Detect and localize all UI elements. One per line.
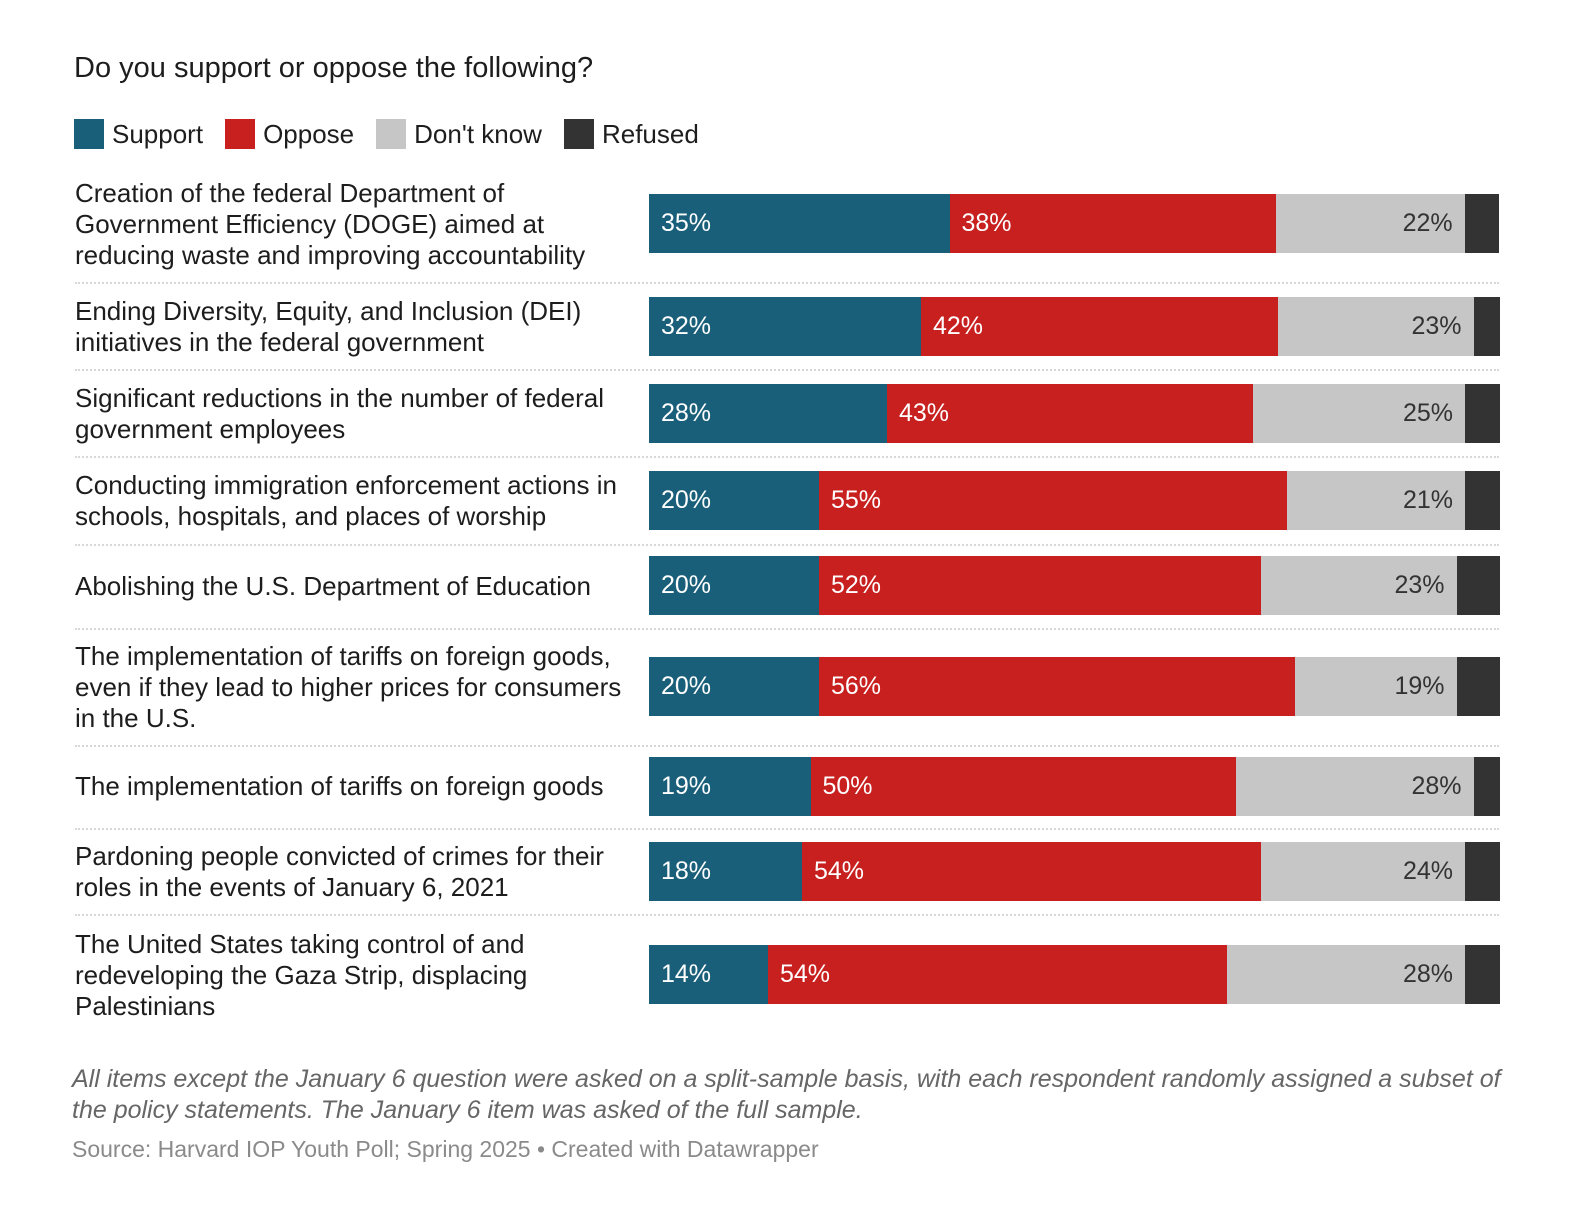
bar-value-label-dont-know: 23% — [1411, 312, 1462, 340]
bar-value-label-dont-know: 21% — [1402, 486, 1453, 514]
bar-value-label-dont-know: 23% — [1394, 571, 1445, 599]
bar-segment-support — [649, 945, 769, 1004]
legend-item-oppose: Oppose — [225, 119, 354, 150]
bar-segment-oppose — [921, 297, 1279, 356]
bar-value-label-oppose: 52% — [831, 571, 882, 599]
bar-value-label-support: 19% — [661, 772, 712, 800]
bar-segment-oppose — [887, 384, 1253, 443]
legend-item-refused: Refused — [563, 118, 699, 150]
row-divider — [75, 914, 1499, 916]
bar-segment-refused — [1473, 297, 1500, 356]
row-divider — [75, 369, 1499, 371]
bar-value-label-support: 32% — [661, 312, 712, 340]
bar-segment-support — [649, 471, 820, 530]
row-label: The implementation of tariffs on foreign… — [75, 641, 622, 733]
bar-segment-refused — [1456, 657, 1500, 716]
bar-segment-support — [649, 842, 803, 901]
row-label: Significant reductions in the number of … — [75, 383, 604, 444]
bar-segment-oppose — [810, 757, 1236, 816]
bar-value-label-dont-know: 22% — [1402, 209, 1453, 237]
bar-value-label-oppose: 50% — [822, 772, 873, 800]
bar-value-label-oppose: 55% — [831, 486, 882, 514]
legend-item-support: Support — [74, 119, 203, 150]
row-label: The implementation of tariffs on foreign… — [75, 771, 604, 801]
bar-segment-oppose — [819, 471, 1287, 530]
bar-segment-dont-know — [1295, 657, 1457, 716]
bar-segment-refused — [1465, 945, 1500, 1004]
legend-label-dont-know: Don't know — [414, 118, 542, 149]
bar-segment-oppose — [819, 657, 1296, 716]
row-divider — [75, 628, 1499, 630]
bar-segment-refused — [1465, 384, 1500, 443]
bar-segment-dont-know — [1252, 384, 1466, 443]
bar-value-label-dont-know: 19% — [1394, 672, 1445, 700]
bar-segment-oppose — [949, 194, 1277, 253]
row-divider — [75, 456, 1499, 458]
legend-swatch-refused — [563, 119, 594, 149]
bar-segment-dont-know — [1235, 757, 1474, 816]
bar-segment-refused — [1464, 194, 1500, 253]
bar-value-label-dont-know: 24% — [1402, 857, 1453, 885]
chart-note: All items except the January 6 question … — [72, 1065, 1501, 1124]
row-divider — [75, 282, 1499, 284]
bar-segment-oppose — [819, 556, 1262, 615]
bar-segment-oppose — [768, 945, 1228, 1004]
row-label: The United States taking control of and … — [75, 929, 528, 1021]
legend: Support Oppose Don't know Refused — [74, 116, 721, 152]
bar-value-label-oppose: 38% — [961, 209, 1012, 237]
bar-value-label-oppose: 42% — [933, 312, 984, 340]
bar-value-label-oppose: 56% — [831, 672, 882, 700]
bar-value-label-support: 14% — [661, 960, 712, 988]
bar-segment-refused — [1465, 842, 1500, 901]
legend-label-support: Support — [112, 118, 204, 149]
bar-value-label-oppose: 54% — [780, 960, 831, 988]
bar-segment-refused — [1456, 556, 1500, 615]
bar-segment-refused — [1473, 757, 1500, 816]
row-label: Ending Diversity, Equity, and Inclusion … — [75, 296, 582, 357]
bar-segment-support — [649, 657, 820, 716]
bar-segment-dont-know — [1275, 194, 1466, 253]
bar-value-label-oppose: 43% — [899, 399, 950, 427]
bar-value-label-support: 18% — [661, 857, 712, 885]
legend-swatch-support — [74, 119, 104, 149]
bar-value-label-dont-know: 28% — [1402, 960, 1453, 988]
bar-value-label-support: 20% — [661, 672, 712, 700]
row-divider — [75, 745, 1499, 747]
row-label: Pardoning people convicted of crimes for… — [75, 841, 604, 902]
bar-value-label-support: 20% — [661, 486, 712, 514]
row-label: Conducting immigration enforcement actio… — [75, 470, 617, 531]
bar-segment-dont-know — [1278, 297, 1474, 356]
bar-segment-support — [649, 194, 950, 253]
bar-segment-support — [649, 556, 820, 615]
bar-segment-support — [649, 384, 888, 443]
bar-value-label-support: 20% — [661, 571, 712, 599]
row-divider — [75, 544, 1499, 546]
row-divider — [75, 828, 1499, 830]
bar-segment-dont-know — [1261, 842, 1466, 901]
bar-segment-dont-know — [1286, 471, 1466, 530]
legend-label-refused: Refused — [601, 118, 699, 149]
bar-segment-support — [649, 757, 811, 816]
legend-item-dont-know: Don't know — [376, 119, 542, 150]
bar-value-label-dont-know: 25% — [1402, 399, 1453, 427]
stacked-bar-chart: Creation of the federal Department of Go… — [75, 178, 1500, 1021]
bar-segment-support — [649, 297, 922, 356]
bar-segment-refused — [1465, 471, 1500, 530]
legend-swatch-oppose — [225, 119, 256, 149]
bar-value-label-support: 35% — [661, 209, 712, 237]
legend-label-oppose: Oppose — [263, 118, 355, 149]
bar-value-label-support: 28% — [661, 399, 712, 427]
bar-segment-oppose — [802, 842, 1262, 901]
bar-segment-dont-know — [1227, 945, 1466, 1004]
bar-value-label-oppose: 54% — [814, 857, 865, 885]
chart-title: Do you support or oppose the following? — [74, 52, 594, 84]
bar-value-label-dont-know: 28% — [1411, 772, 1462, 800]
legend-swatch-dont-know — [376, 119, 407, 149]
row-label: Abolishing the U.S. Department of Educat… — [75, 571, 591, 601]
chart-source: Source: Harvard IOP Youth Poll; Spring 2… — [72, 1136, 819, 1162]
bar-segment-dont-know — [1261, 556, 1457, 615]
row-label: Creation of the federal Department of Go… — [75, 178, 586, 270]
